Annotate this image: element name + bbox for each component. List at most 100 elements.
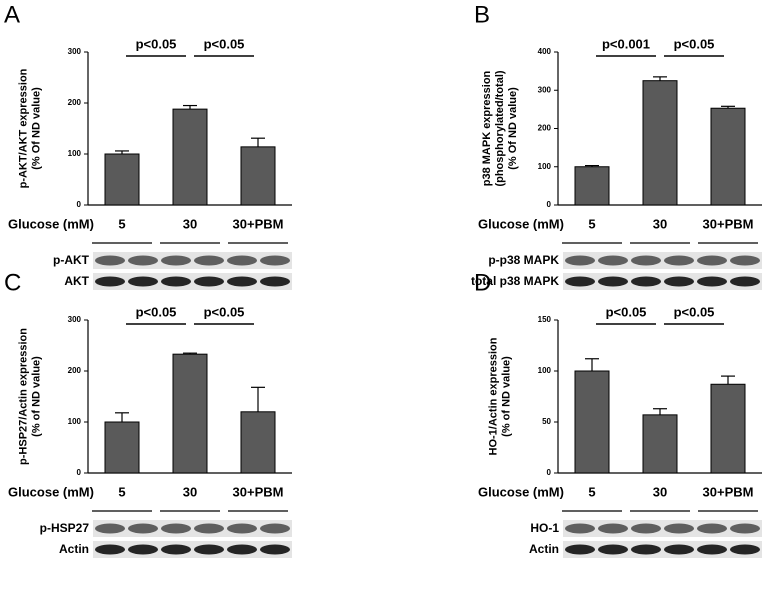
blot-band — [227, 255, 257, 266]
bar — [104, 421, 140, 474]
blot-band — [194, 255, 224, 266]
y-label: p-AKT/AKT expression (% Of ND value) — [17, 68, 42, 188]
y-tick-label: 0 — [547, 468, 552, 477]
blot-band — [95, 276, 125, 287]
blot-band — [565, 523, 595, 534]
x-tick-label: 30+PBM — [703, 484, 754, 499]
blot-band — [565, 276, 595, 287]
blot-band — [631, 276, 661, 287]
blot-band — [631, 523, 661, 534]
blot-band — [194, 276, 224, 287]
y-label: p38 MAPK expression (phosphorylated/total… — [481, 70, 519, 186]
blot-band — [161, 523, 191, 534]
blot-band — [730, 523, 760, 534]
y-label-line: p-AKT/AKT expression — [17, 68, 29, 188]
bar — [172, 353, 208, 474]
y-label-line: (phosphorylated/total) — [494, 70, 506, 186]
panel: Ap-AKT/AKT expression (% Of ND value) 0 100… — [4, 1, 292, 290]
x-tick-label: 5 — [118, 484, 125, 499]
significance-label: p<0.05 — [136, 36, 177, 51]
y-label: p-HSP27/Actin expression (% of ND value) — [17, 328, 42, 465]
x-axis-label: Glucose (mM) — [478, 216, 564, 231]
panel-letter: C — [4, 269, 21, 296]
blot-band — [664, 276, 694, 287]
y-tick-label: 150 — [538, 315, 552, 324]
blot-band — [194, 523, 224, 534]
significance-label: p<0.001 — [602, 36, 650, 51]
blot-band — [697, 544, 727, 555]
y-tick-label: 300 — [538, 85, 552, 94]
blot-band — [128, 276, 158, 287]
panel: Cp-HSP27/Actin expression (% of ND value)… — [4, 269, 292, 558]
x-tick-label: 30+PBM — [233, 484, 284, 499]
blot-band — [95, 255, 125, 266]
y-label-line: (% Of ND value) — [30, 87, 42, 170]
y-tick-label: 300 — [68, 315, 82, 324]
bar — [172, 108, 208, 206]
y-label-line: p38 MAPK expression — [481, 70, 493, 186]
x-tick-label: 30 — [653, 216, 667, 231]
panel-letter: A — [4, 1, 20, 28]
blot-band — [161, 544, 191, 555]
y-label-line: (% Of ND value) — [507, 87, 519, 170]
bar — [240, 146, 276, 206]
panel: D HO-1/Actin expression (% of ND value) 0 50… — [474, 269, 762, 558]
blot-band — [227, 276, 257, 287]
blot-label: HO-1 — [530, 521, 559, 535]
panel-letter: B — [474, 1, 490, 28]
blot-label: AKT — [64, 274, 89, 288]
blot-band — [128, 544, 158, 555]
y-label: HO-1/Actin expression (% of ND value) — [487, 337, 512, 455]
blot-band — [664, 544, 694, 555]
blot-band — [598, 544, 628, 555]
blot-band — [128, 523, 158, 534]
significance-label: p<0.05 — [204, 304, 245, 319]
x-axis-label: Glucose (mM) — [8, 484, 94, 499]
y-label-line: (% of ND value) — [30, 356, 42, 437]
blot-band — [664, 523, 694, 534]
y-tick-label: 200 — [68, 98, 82, 107]
y-label-line: HO-1/Actin expression — [487, 337, 499, 455]
blot-label: p-HSP27 — [40, 521, 90, 535]
blot-label: p-AKT — [53, 253, 90, 267]
blot-band — [697, 523, 727, 534]
x-tick-label: 30 — [183, 484, 197, 499]
blot-band — [730, 544, 760, 555]
y-tick-label: 0 — [547, 200, 552, 209]
blot-band — [697, 276, 727, 287]
blot-band — [631, 255, 661, 266]
y-tick-label: 100 — [538, 162, 552, 171]
x-tick-label: 30 — [653, 484, 667, 499]
y-tick-label: 0 — [77, 200, 82, 209]
blot-band — [260, 544, 290, 555]
y-tick-label: 200 — [538, 124, 552, 133]
bar — [710, 107, 746, 206]
panel-letter: D — [474, 269, 491, 296]
blot-band — [565, 544, 595, 555]
y-label-line: (% of ND value) — [500, 356, 512, 437]
blot-band — [161, 276, 191, 287]
y-tick-label: 100 — [68, 149, 82, 158]
blot-label: Actin — [59, 542, 89, 556]
blot-label: Actin — [529, 542, 559, 556]
blot-band — [631, 544, 661, 555]
x-tick-label: 5 — [588, 484, 595, 499]
blot-band — [730, 276, 760, 287]
significance-label: p<0.05 — [674, 36, 715, 51]
x-tick-label: 30 — [183, 216, 197, 231]
bar — [240, 411, 276, 474]
x-tick-label: 5 — [118, 216, 125, 231]
y-tick-label: 100 — [538, 366, 552, 375]
blot-band — [128, 255, 158, 266]
significance-label: p<0.05 — [606, 304, 647, 319]
x-axis-label: Glucose (mM) — [8, 216, 94, 231]
y-label-line: p-HSP27/Actin expression — [17, 328, 29, 465]
y-tick-label: 200 — [68, 366, 82, 375]
blot-band — [227, 544, 257, 555]
x-axis-label: Glucose (mM) — [478, 484, 564, 499]
x-tick-label: 30+PBM — [233, 216, 284, 231]
y-tick-label: 50 — [542, 417, 551, 426]
y-tick-label: 400 — [538, 47, 552, 56]
